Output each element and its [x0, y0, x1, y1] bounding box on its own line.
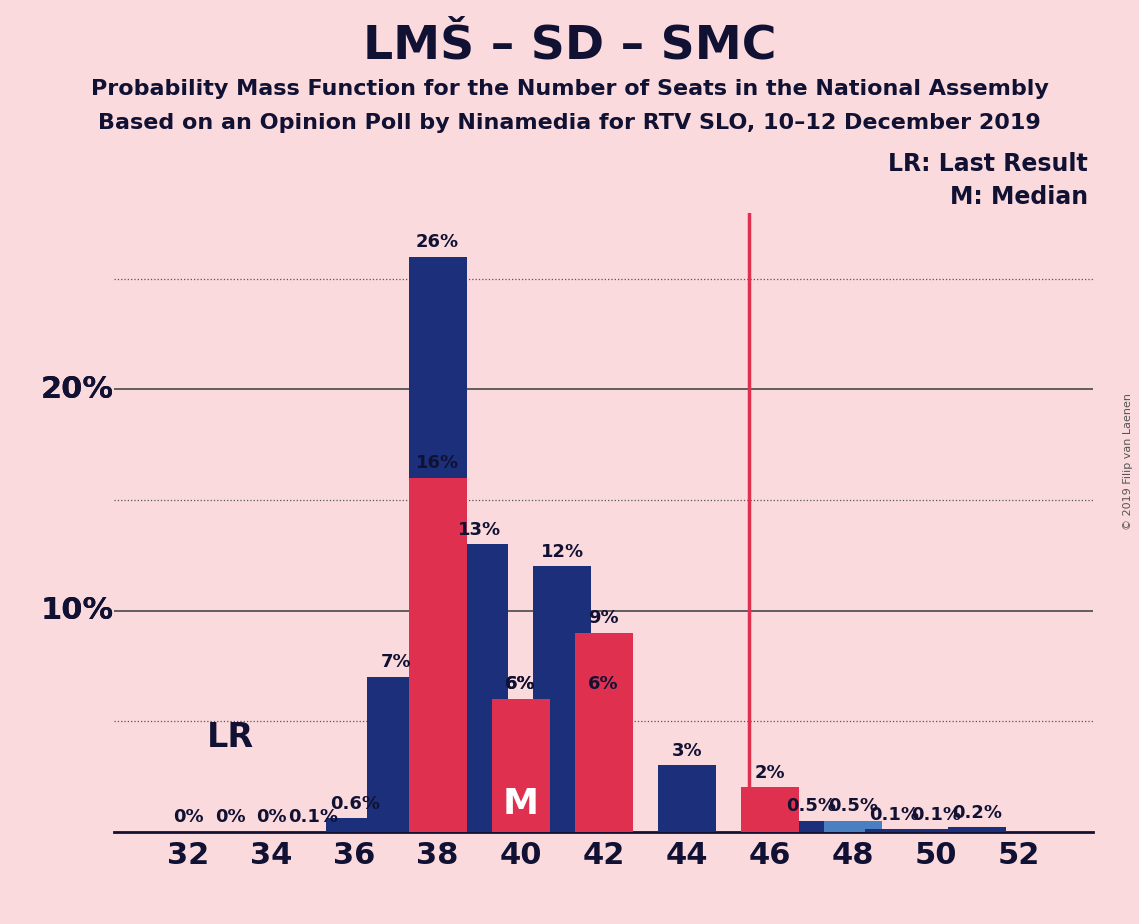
Text: 20%: 20%	[41, 375, 114, 404]
Bar	[574, 699, 633, 832]
Text: LMŠ – SD – SMC: LMŠ – SD – SMC	[362, 23, 777, 68]
Bar	[533, 566, 591, 832]
Text: 6%: 6%	[506, 675, 536, 693]
Text: 6%: 6%	[589, 675, 618, 693]
Text: 26%: 26%	[416, 233, 459, 251]
Text: 2%: 2%	[754, 764, 785, 782]
Text: 6%: 6%	[506, 675, 536, 693]
Text: 10%: 10%	[41, 596, 114, 625]
Text: 10%: 10%	[41, 596, 114, 625]
Text: 0.2%: 0.2%	[952, 804, 1002, 821]
Bar	[367, 676, 425, 832]
Bar	[907, 830, 965, 832]
Bar	[657, 765, 715, 832]
Text: 16%: 16%	[416, 455, 459, 472]
Bar	[823, 821, 882, 832]
Text: LR: Last Result: LR: Last Result	[888, 152, 1088, 176]
Text: 0.5%: 0.5%	[828, 797, 878, 815]
Bar	[450, 544, 508, 832]
Text: M: M	[502, 786, 539, 821]
Text: Based on an Opinion Poll by Ninamedia for RTV SLO, 10–12 December 2019: Based on an Opinion Poll by Ninamedia fo…	[98, 113, 1041, 133]
Text: 9%: 9%	[589, 609, 618, 627]
Bar	[409, 478, 467, 832]
Text: 20%: 20%	[41, 375, 114, 404]
Text: LR: LR	[206, 722, 254, 754]
Text: 3%: 3%	[671, 742, 702, 760]
Bar	[782, 821, 841, 832]
Bar	[574, 633, 633, 832]
Text: 0.5%: 0.5%	[786, 797, 836, 815]
Text: 0.6%: 0.6%	[329, 795, 379, 813]
Bar	[948, 827, 1006, 832]
Text: 0%: 0%	[215, 808, 245, 826]
Text: 12%: 12%	[541, 542, 583, 561]
Text: 0.1%: 0.1%	[869, 806, 919, 824]
Bar	[409, 257, 467, 832]
Text: 0.1%: 0.1%	[911, 806, 960, 824]
Bar	[740, 787, 798, 832]
Text: 13%: 13%	[458, 520, 501, 539]
Bar	[740, 787, 798, 832]
Text: M: Median: M: Median	[950, 185, 1088, 209]
Bar	[866, 830, 924, 832]
Text: 7%: 7%	[380, 653, 411, 672]
Text: 0%: 0%	[173, 808, 204, 826]
Text: 0.1%: 0.1%	[288, 808, 338, 826]
Bar	[492, 699, 550, 832]
Text: 0%: 0%	[256, 808, 287, 826]
Text: Probability Mass Function for the Number of Seats in the National Assembly: Probability Mass Function for the Number…	[91, 79, 1048, 99]
Bar	[492, 699, 550, 832]
Text: © 2019 Filip van Laenen: © 2019 Filip van Laenen	[1123, 394, 1133, 530]
Bar	[326, 819, 384, 832]
